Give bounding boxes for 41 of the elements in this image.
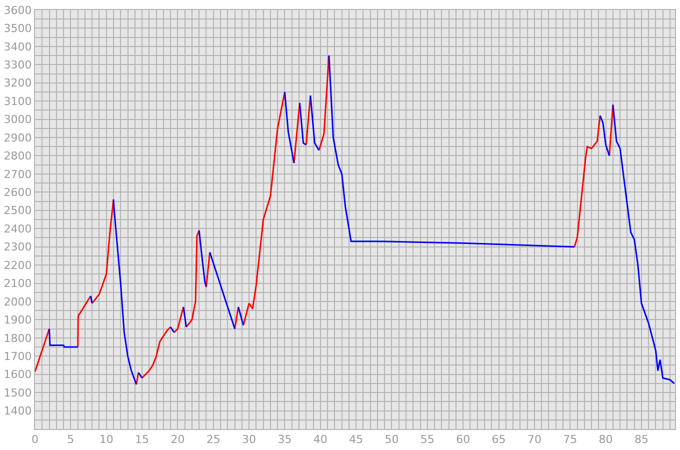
y-tick-label: 3600 [4,4,32,17]
y-tick-label: 2500 [4,204,32,218]
y-tick-label: 1500 [4,386,32,400]
x-tick-label: 5 [67,433,74,446]
y-tick-label: 1900 [4,314,32,327]
x-tick-label: 80 [598,433,613,446]
y-tick-label: 2700 [4,168,32,181]
x-tick-label: 55 [420,433,434,446]
x-tick-label: 65 [492,433,506,446]
x-tick-label: 0 [32,433,38,446]
y-tick-label: 2800 [4,150,32,163]
x-tick-label: 15 [135,433,150,446]
y-tick-label: 2300 [4,240,32,254]
y-tick-label: 1600 [4,368,32,382]
y-tick-label: 2200 [4,258,32,272]
y-tick-label: 3400 [4,40,32,54]
y-tick-label: 3100 [4,94,32,108]
y-tick-label: 1400 [4,404,32,418]
y-tick-label: 3200 [4,76,32,90]
x-tick-label: 10 [99,433,114,446]
y-tick-label: 3500 [4,22,32,36]
x-tick-label: 20 [170,433,185,446]
x-tick-label: 60 [456,433,470,446]
y-tick-label: 3300 [4,58,32,72]
x-tick-label: 30 [242,433,256,446]
x-tick-label: 25 [206,433,220,446]
y-tick-label: 1700 [4,350,32,363]
y-tick-label: 2600 [4,186,32,200]
y-tick-label: 2900 [4,131,32,144]
y-tick-label: 2100 [4,277,32,290]
x-tick-label: 75 [563,433,578,446]
y-tick-label: 3000 [4,113,32,126]
y-tick-label: 2400 [4,222,32,236]
x-tick-label: 85 [634,433,648,446]
x-tick-label: 40 [313,433,328,446]
y-tick-label: 1800 [4,332,32,345]
x-tick-label: 35 [278,433,292,446]
y-tick-label: 2000 [4,295,32,308]
x-tick-label: 45 [349,433,364,446]
x-tick-label: 70 [527,433,542,446]
x-tick-label: 50 [384,433,399,446]
